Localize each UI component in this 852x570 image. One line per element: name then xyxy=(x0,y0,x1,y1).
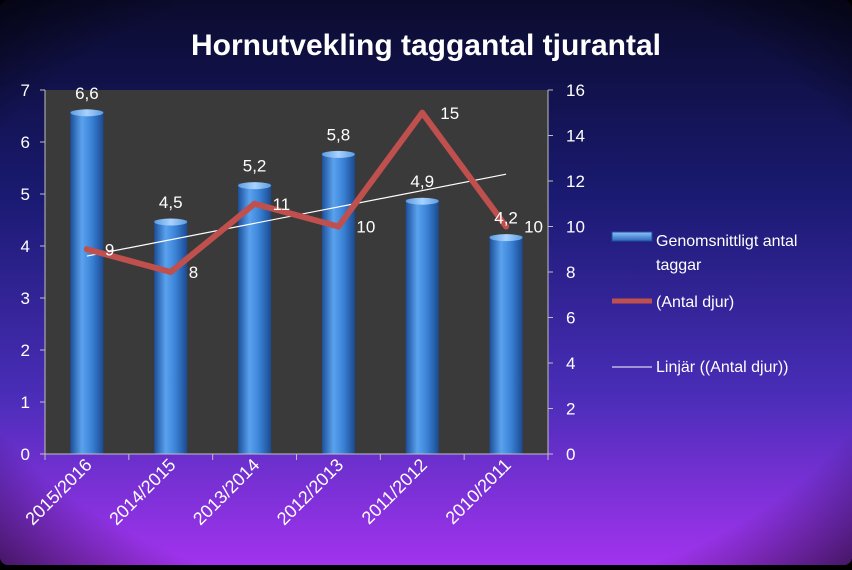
right-tick-label: 16 xyxy=(566,81,585,100)
bar xyxy=(154,220,188,454)
line-point xyxy=(83,246,90,253)
series-line xyxy=(83,109,510,275)
line-value-label: 10 xyxy=(524,218,543,237)
right-tick-label: 12 xyxy=(566,172,585,191)
left-tick-label: 3 xyxy=(21,289,30,308)
line-point xyxy=(335,223,342,230)
legend-label-line: (Antal djur) xyxy=(656,294,734,311)
line-point xyxy=(419,109,426,116)
bar xyxy=(70,110,104,455)
plot-area xyxy=(45,90,548,454)
right-tick-label: 14 xyxy=(566,127,585,146)
right-tick-label: 2 xyxy=(566,400,575,419)
right-axis: 0 2 4 6 8 10 12 14 16 xyxy=(547,81,585,464)
left-tick-label: 0 xyxy=(21,445,30,464)
bar-series xyxy=(70,109,523,455)
chart-title: Hornutvekling taggantal tjurantal xyxy=(191,29,661,62)
bar-cap xyxy=(405,197,439,205)
bar xyxy=(238,183,272,454)
legend-label-trend: Linjär ((Antal djur)) xyxy=(656,359,788,376)
bar xyxy=(489,235,523,454)
bar-value-label: 5,2 xyxy=(243,157,267,176)
left-axis: 0 1 2 3 4 5 6 7 xyxy=(21,81,46,464)
data-labels: 6,6 4,5 5,2 5,8 4,9 4,2 9 8 11 10 15 10 xyxy=(75,84,543,282)
legend-label-bars-2: taggar xyxy=(656,257,702,274)
line-value-label: 8 xyxy=(189,263,198,282)
bar-cap xyxy=(489,234,523,242)
line-value-label: 9 xyxy=(105,240,114,259)
bar xyxy=(321,152,355,454)
left-tick-label: 4 xyxy=(21,237,30,256)
bar-value-label: 4,9 xyxy=(410,172,434,191)
right-tick-label: 4 xyxy=(566,354,575,373)
line-point xyxy=(167,269,174,275)
line-value-label: 15 xyxy=(440,104,459,123)
legend-swatch-bars xyxy=(611,231,653,242)
right-tick-label: 6 xyxy=(566,309,575,328)
line-value-label: 11 xyxy=(273,195,291,214)
right-tick-label: 10 xyxy=(566,218,585,237)
line-point xyxy=(503,223,510,230)
line-point xyxy=(251,200,258,207)
legend-label-bars-1: Genomsnittligt antal xyxy=(656,233,797,250)
left-tick-label: 7 xyxy=(21,81,30,100)
bar-cap xyxy=(70,109,104,117)
bar-value-label: 4,2 xyxy=(494,209,518,228)
bar-cap xyxy=(321,150,355,158)
bar-value-label: 5,8 xyxy=(327,125,351,144)
line-value-label: 10 xyxy=(356,218,375,237)
bar-value-label: 4,5 xyxy=(159,193,183,212)
bar xyxy=(405,199,439,454)
left-tick-label: 2 xyxy=(21,341,30,360)
right-tick-label: 0 xyxy=(566,445,575,464)
line-series xyxy=(83,109,510,275)
bar-value-label: 6,6 xyxy=(75,84,99,103)
left-tick-label: 1 xyxy=(21,393,30,412)
left-tick-label: 5 xyxy=(21,185,30,204)
legend: Genomsnittligt antal taggar (Antal djur)… xyxy=(611,231,797,376)
bar-cap xyxy=(154,218,188,226)
right-tick-label: 8 xyxy=(566,263,575,282)
bar-cap xyxy=(238,182,272,190)
left-tick-label: 6 xyxy=(21,133,30,152)
